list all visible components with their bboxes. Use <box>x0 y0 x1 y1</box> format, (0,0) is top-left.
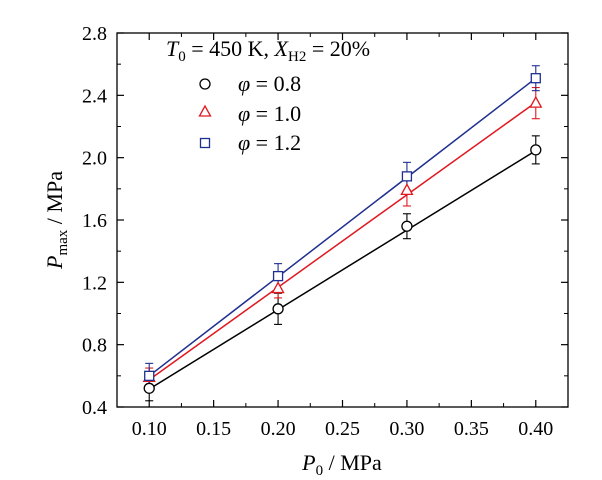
x-symbol: X <box>274 36 290 61</box>
data-point-triangle <box>400 183 414 196</box>
fit-line-2 <box>148 77 537 377</box>
fit-line-0 <box>148 150 537 390</box>
x-tick-label: 0.15 <box>196 418 231 440</box>
tick-marks <box>117 32 568 408</box>
data-point-square <box>272 270 284 282</box>
x-tick-label: 0.35 <box>454 418 489 440</box>
data-point-square <box>530 73 541 84</box>
legend: φ = 0.8 φ = 1.0 φ = 1.2 <box>198 71 301 155</box>
fit-line-1 <box>148 101 537 381</box>
x-tick-label: 0.20 <box>261 418 296 440</box>
x-axis-label: P0 / MPa <box>301 450 382 479</box>
y-tick-label: 1.6 <box>82 210 107 232</box>
data-point-circle <box>143 382 155 394</box>
t-value: = 450 K, <box>186 36 275 61</box>
legend-label: φ = 1.2 <box>238 130 301 155</box>
y-tick-label: 2.4 <box>82 85 107 107</box>
y-axis-label: Pmax / MPa <box>42 171 71 270</box>
t-symbol: T <box>166 36 180 61</box>
legend-marker-square <box>199 137 211 149</box>
data-point-triangle <box>271 281 285 294</box>
data-point-square <box>144 370 155 381</box>
y-tick-label: 0.8 <box>82 335 107 357</box>
plot-frame <box>116 32 569 408</box>
x-tick-label: 0.40 <box>518 418 553 440</box>
legend-item-1: φ = 1.0 <box>198 101 301 126</box>
fit-lines <box>148 77 537 390</box>
y-tick-label: 0.4 <box>82 397 107 419</box>
x-tick-labels: 0.10 0.15 0.20 0.25 0.30 0.35 0.40 <box>132 418 554 440</box>
legend-item-2: φ = 1.2 <box>199 130 301 155</box>
y-tick-label: 2.0 <box>82 148 107 170</box>
y-tick-label: 2.8 <box>82 23 107 45</box>
x-subscript: H2 <box>288 49 306 65</box>
x-tick-label: 0.10 <box>132 418 167 440</box>
x-tick-label: 0.25 <box>325 418 360 440</box>
legend-marker-triangle <box>198 104 212 117</box>
legend-marker-circle <box>199 78 211 90</box>
legend-label: φ = 0.8 <box>238 71 301 96</box>
data-point-circle <box>530 144 542 156</box>
legend-label: φ = 1.0 <box>238 101 301 126</box>
data-point-triangle <box>529 95 543 108</box>
data-point-square <box>401 171 413 182</box>
condition-annotation: T0 = 450 K, XH2 = 20% <box>166 36 370 65</box>
data-markers <box>142 73 543 394</box>
x-tick-label: 0.30 <box>389 418 424 440</box>
legend-item-0: φ = 0.8 <box>199 71 301 96</box>
data-point-circle <box>272 303 284 315</box>
y-tick-label: 1.2 <box>82 272 107 294</box>
x-value: = 20% <box>306 36 370 61</box>
y-tick-labels: 0.4 0.8 1.2 1.6 2.0 2.4 2.8 <box>82 23 107 419</box>
t-subscript: 0 <box>178 49 186 65</box>
data-point-circle <box>401 220 413 232</box>
